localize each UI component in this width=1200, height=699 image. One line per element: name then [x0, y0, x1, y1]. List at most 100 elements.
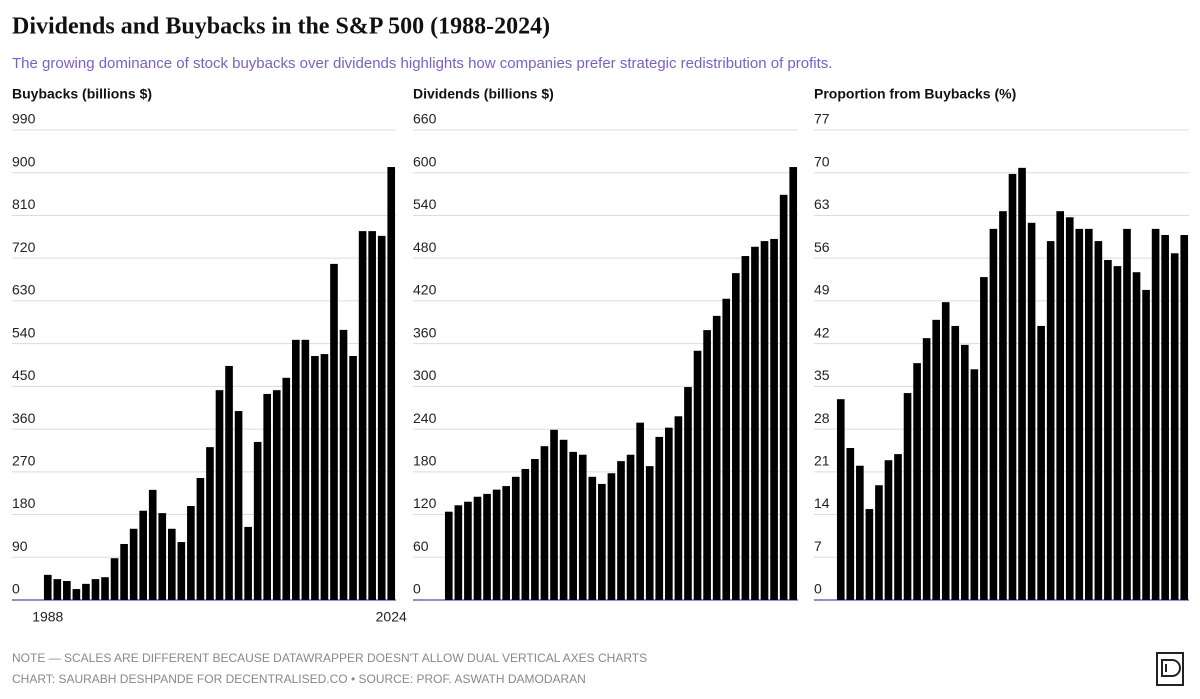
bar: [617, 461, 625, 600]
bar: [731, 273, 740, 600]
y-tick-label: 63: [814, 196, 830, 212]
chart-title: Dividends and Buybacks in the S&P 500 (1…: [12, 14, 550, 40]
bar: [1018, 167, 1026, 600]
bar: [1065, 217, 1074, 601]
bar: [511, 476, 520, 600]
bar: [196, 477, 205, 600]
bar: [301, 339, 310, 600]
bar: [770, 238, 778, 601]
y-tick-label: 990: [12, 111, 36, 127]
bar: [339, 329, 348, 600]
bar: [1027, 222, 1036, 600]
bar: [999, 211, 1007, 600]
y-tick-label: 270: [12, 453, 36, 469]
bar: [789, 167, 798, 600]
bar: [148, 489, 157, 600]
y-tick-label: 720: [12, 239, 36, 255]
bar: [158, 513, 167, 600]
y-tick-label: 600: [413, 153, 437, 169]
bar: [951, 325, 960, 600]
y-tick-label: 240: [413, 410, 437, 426]
bar: [1113, 266, 1122, 600]
bar: [588, 476, 597, 600]
bar: [139, 510, 147, 600]
bar: [63, 581, 71, 600]
bar: [922, 338, 931, 600]
bar: [1151, 228, 1160, 600]
bar: [43, 574, 52, 600]
y-tick-label: 540: [413, 196, 437, 212]
bar: [674, 416, 683, 600]
y-tick-label: 0: [12, 581, 20, 597]
bar: [110, 558, 119, 600]
bar: [82, 583, 90, 600]
bar: [970, 369, 979, 600]
bar: [1161, 234, 1169, 601]
bar: [531, 459, 539, 600]
bar: [884, 460, 893, 600]
bar: [636, 422, 644, 600]
bar: [502, 486, 511, 600]
bar: [655, 436, 664, 600]
y-tick-label: 70: [814, 153, 830, 169]
bar: [282, 377, 291, 600]
y-tick-label: 180: [413, 453, 437, 469]
note: NOTE — SCALES ARE DIFFERENT BECAUSE DATA…: [12, 651, 647, 665]
bar: [1056, 211, 1065, 600]
y-tick-label: 660: [413, 111, 437, 127]
bar: [540, 446, 549, 600]
bar: [722, 298, 731, 600]
y-tick-label: 180: [12, 495, 36, 511]
y-tick-label: 77: [814, 111, 830, 127]
y-tick-label: 7: [814, 538, 822, 554]
bar: [177, 542, 186, 600]
bar: [206, 447, 214, 600]
bar: [693, 350, 702, 600]
subtitle: The growing dominance of stock buybacks …: [12, 55, 832, 72]
bar: [330, 263, 338, 600]
bar: [187, 506, 195, 600]
bar: [1132, 272, 1141, 600]
y-tick-label: 28: [814, 410, 830, 426]
bar: [960, 344, 969, 600]
bar: [521, 468, 530, 600]
y-tick-label: 14: [814, 495, 830, 511]
y-tick-label: 0: [814, 581, 822, 597]
bar: [387, 167, 396, 600]
x-tick-label: 1988: [32, 609, 63, 625]
bar: [712, 315, 721, 600]
bar: [1142, 289, 1150, 600]
bar: [1037, 325, 1045, 600]
logo: [1156, 652, 1184, 686]
bar: [225, 365, 233, 600]
bar: [559, 439, 568, 600]
bar: [1046, 241, 1055, 600]
y-tick-label: 630: [12, 282, 36, 298]
bar: [91, 579, 100, 600]
bar: [598, 483, 606, 600]
bar: [856, 465, 864, 600]
y-tick-label: 540: [12, 324, 36, 340]
bar: [234, 411, 243, 600]
x-tick-label: 2024: [376, 609, 407, 625]
bar: [607, 473, 616, 600]
y-tick-label: 42: [814, 324, 830, 340]
bar: [865, 509, 874, 600]
bar: [578, 454, 587, 600]
bar: [569, 451, 577, 600]
bar: [760, 241, 769, 600]
bar: [492, 489, 501, 600]
bar: [358, 231, 367, 600]
credit: CHART: SAURABH DESHPANDE FOR DECENTRALIS…: [12, 672, 586, 686]
bar: [53, 579, 62, 600]
y-tick-label: 900: [12, 153, 36, 169]
bar: [751, 246, 759, 600]
bar: [483, 493, 491, 600]
y-tick-label: 360: [12, 410, 36, 426]
bar: [903, 393, 912, 600]
y-tick-label: 56: [814, 239, 830, 255]
bar: [464, 501, 472, 600]
y-tick-label: 21: [814, 453, 830, 469]
bar: [292, 339, 300, 600]
bar: [1104, 260, 1112, 600]
